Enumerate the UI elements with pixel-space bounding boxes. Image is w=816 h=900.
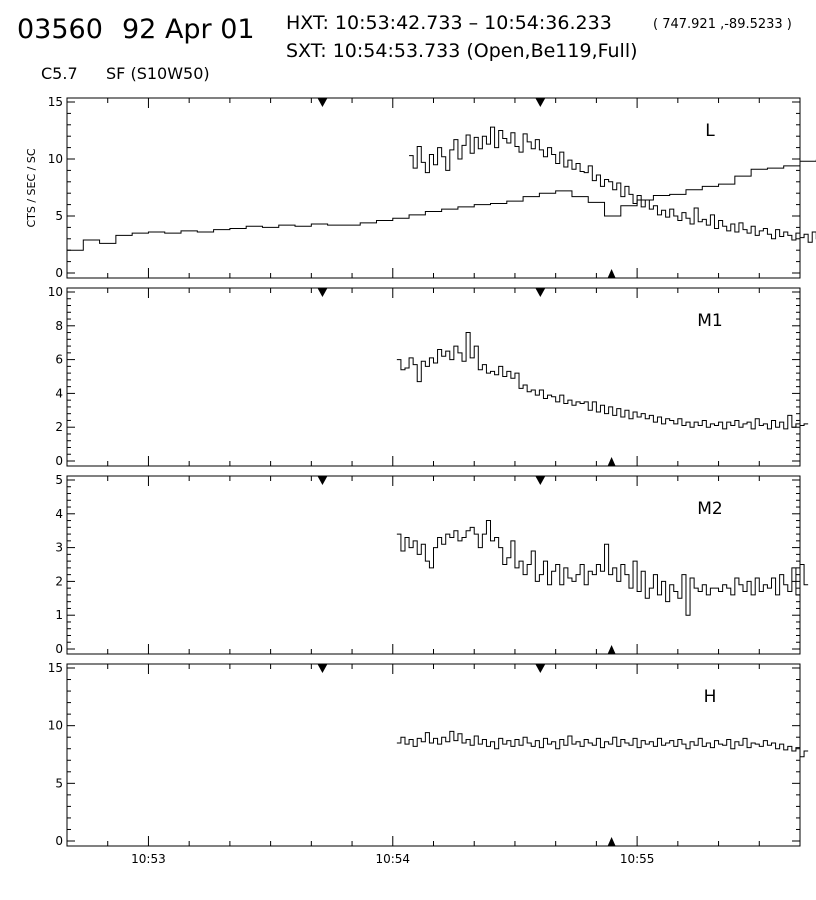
hxt-start-marker [317,664,328,673]
y-axis-label: CTS / SEC / SC [25,148,38,227]
event-id: 03560 [17,14,103,45]
hxt-start-marker [317,476,328,485]
y-tick-label: 2 [55,420,63,434]
y-tick-label: 2 [55,574,63,588]
hxt-end-marker [535,476,546,485]
y-tick-label: 0 [55,266,63,280]
panel-frame [66,287,801,467]
y-tick-label: 10 [48,719,63,733]
y-tick-label: 5 [55,209,63,223]
channel-label: M1 [697,311,722,331]
sxt-info: SXT: 10:54:53.733 (Open,Be119,Full) [286,40,638,62]
y-tick-label: 5 [55,473,63,487]
hxt-end-marker [535,664,546,673]
y-tick-label: 0 [55,454,63,468]
channel-label: M2 [697,499,722,519]
y-tick-label: 10 [48,152,63,166]
y-tick-label: 4 [55,386,63,400]
x-tick-label: 10:55 [620,852,655,866]
channel-label: H [704,687,717,707]
series-line-l [409,126,816,243]
series-line-l [67,159,816,251]
hxt-start-marker [317,288,328,297]
goes-class: C5.7 [41,64,78,83]
sxt-marker [607,837,616,846]
y-tick-label: 8 [55,319,63,333]
panel-frame [66,97,801,279]
sxt-marker [607,269,616,278]
panel-m1: 0 2 4 6 8 10 M1 [48,285,809,468]
y-tick-label: 3 [55,541,63,555]
hxt-time-range: HXT: 10:53:42.733 – 10:54:36.233 [286,12,612,34]
hxt-end-marker [535,98,546,107]
flare-info: SF (S10W50) [106,64,210,83]
y-tick-label: 10 [48,285,63,299]
sxt-marker [607,457,616,466]
series-line-m2 [396,520,809,616]
channel-label: L [705,121,715,141]
y-tick-label: 15 [48,95,63,109]
panel-frame [66,663,801,847]
event-date: 92 Apr 01 [122,14,255,45]
panel-m2: 0 1 2 3 4 5 M2 [55,473,809,656]
panel-h: 0 5 10 15 H [48,661,809,848]
x-tick-label: 10:53 [131,852,166,866]
series-line-h [396,730,809,758]
series-line-m1 [396,332,809,430]
y-tick-label: 1 [55,608,63,622]
hxt-end-marker [535,288,546,297]
y-tick-label: 0 [55,834,63,848]
y-tick-label: 6 [55,353,63,367]
hxt-coordinates: ( 747.921 ,-89.5233 ) [653,17,792,32]
y-tick-label: 4 [55,507,63,521]
sxt-marker [607,645,616,654]
y-tick-label: 5 [55,776,63,790]
y-tick-label: 15 [48,661,63,675]
y-tick-label: 0 [55,642,63,656]
x-tick-label: 10:54 [375,852,410,866]
hxt-start-marker [317,98,328,107]
panel-l: 0 5 10 15 L [48,95,816,280]
